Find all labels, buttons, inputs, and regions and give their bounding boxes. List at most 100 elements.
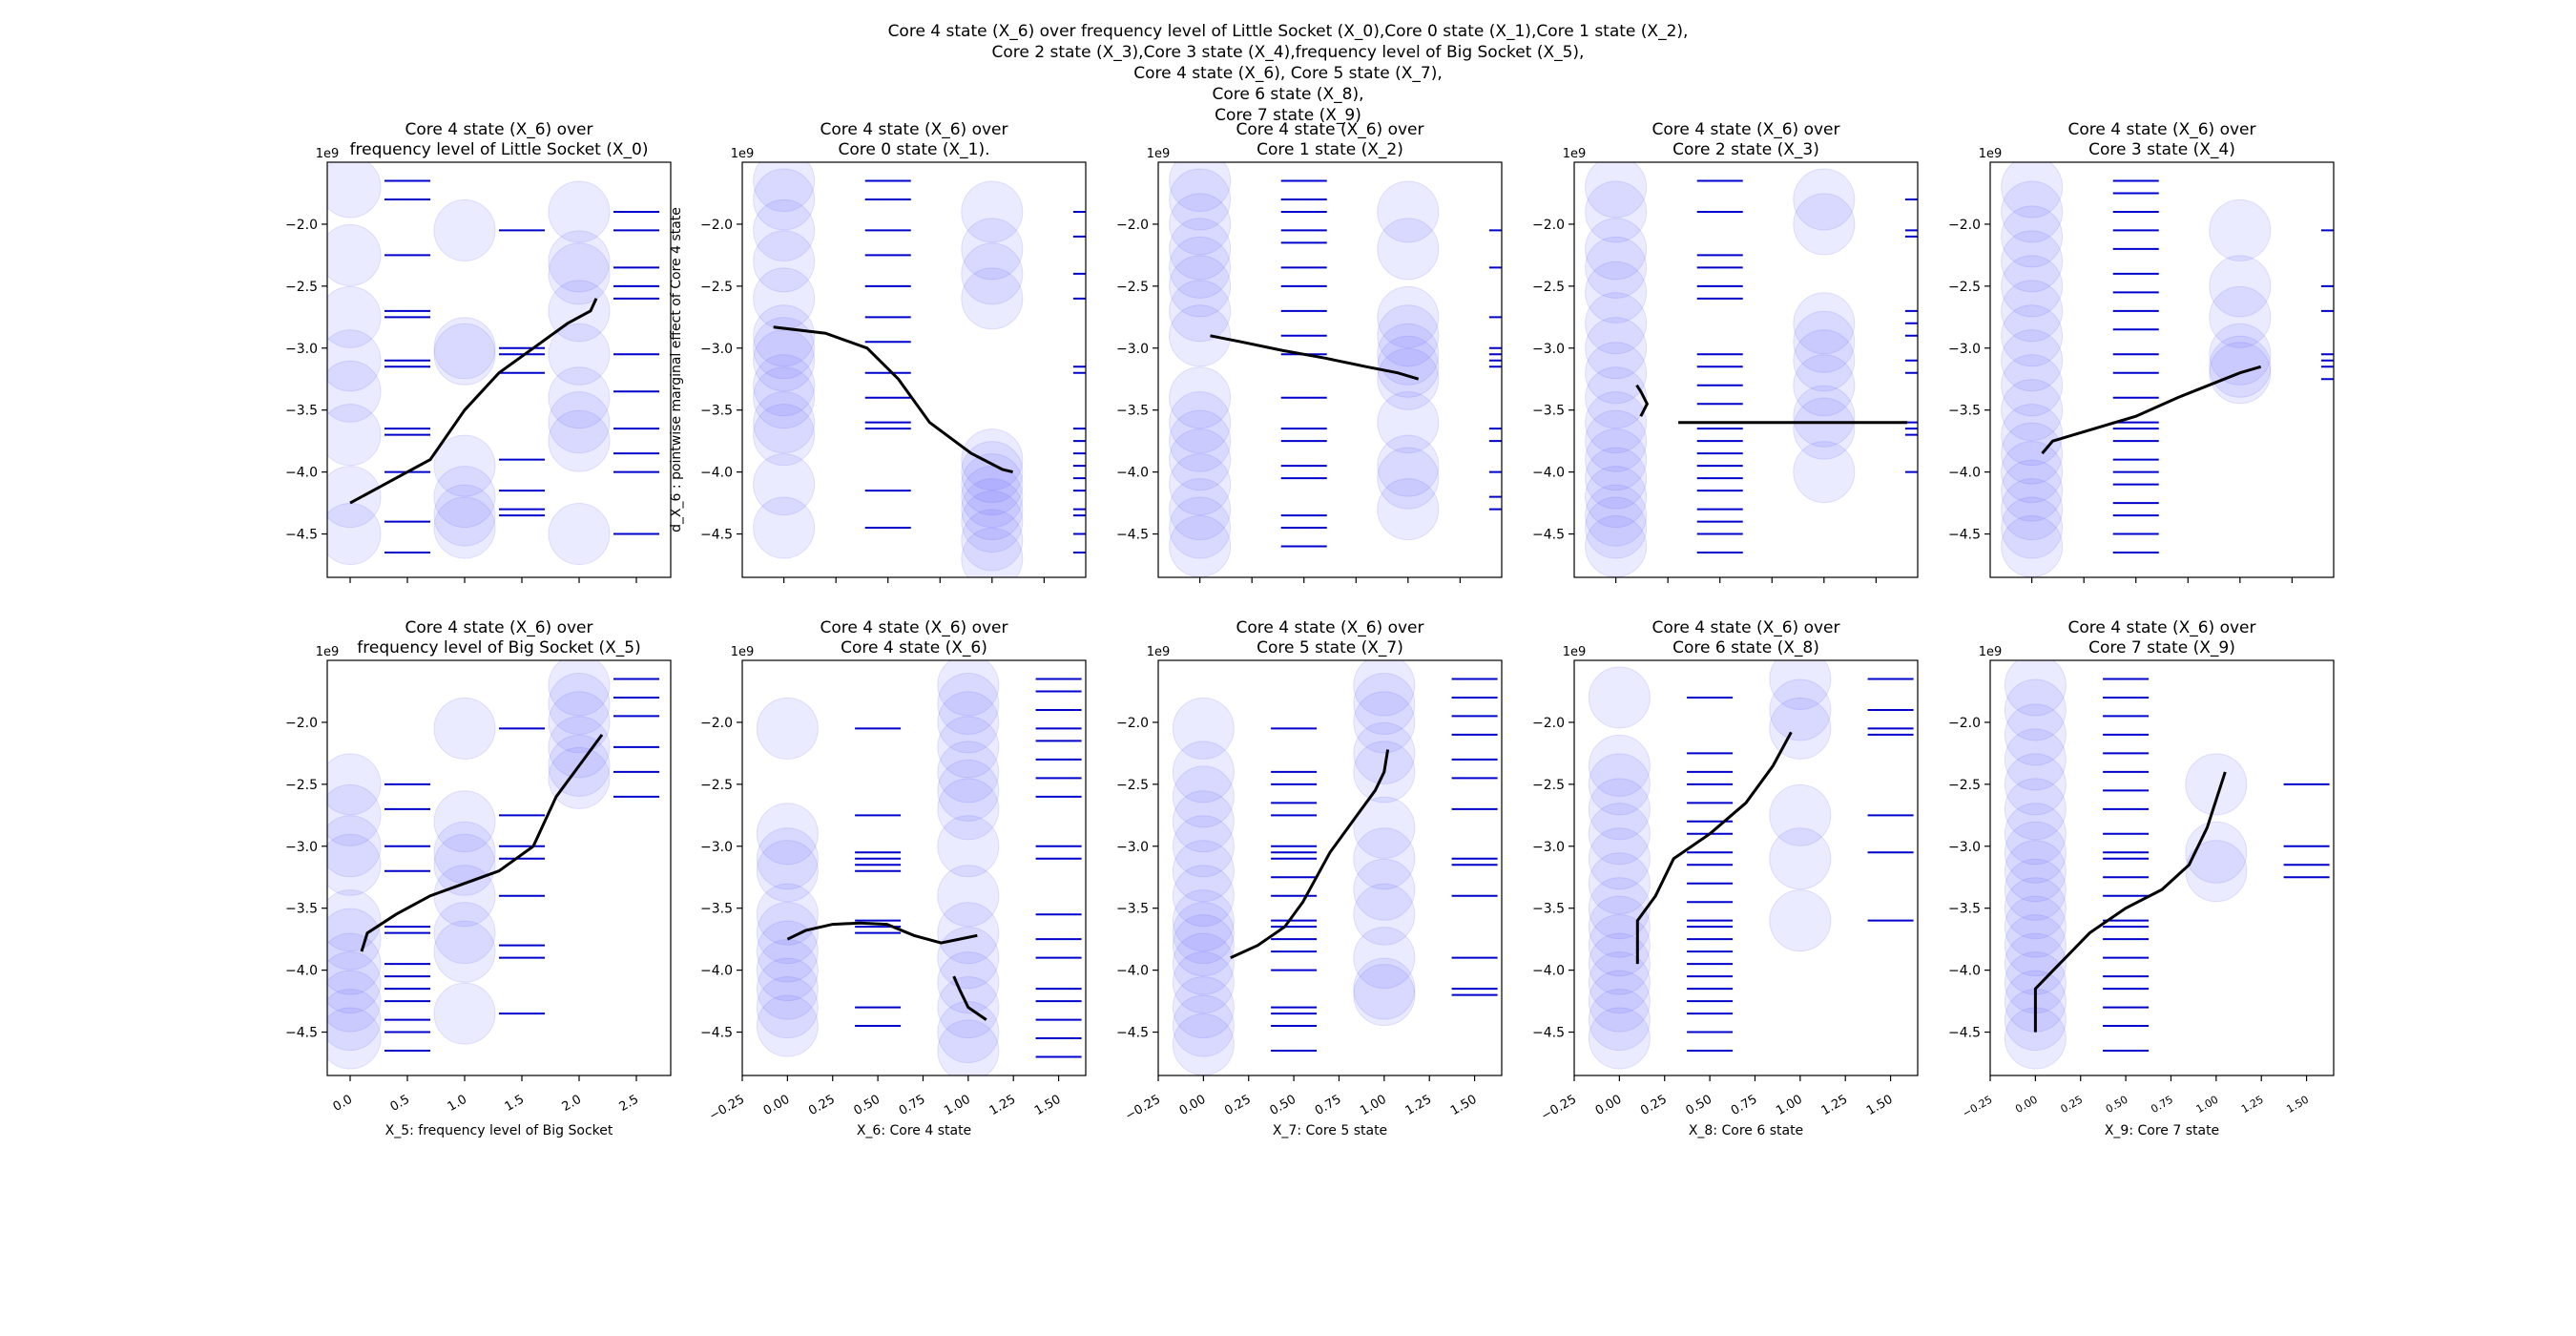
data-bubble — [548, 672, 611, 735]
plot-area — [2004, 660, 2330, 1070]
data-bubble — [961, 267, 1024, 330]
axes-frame — [326, 659, 672, 1076]
data-bubble — [1588, 827, 1651, 890]
axes-frame — [1989, 659, 2335, 1076]
x-tick-label: 1.00 — [1358, 1093, 1389, 1118]
y-tick-label: −2.5 — [700, 280, 733, 295]
y-tick-label: −4.0 — [285, 964, 318, 979]
y-tick-label: −4.0 — [1116, 964, 1149, 979]
axes-frame — [1157, 161, 1503, 578]
x-tick-label: 0.0 — [331, 1093, 355, 1115]
data-bubble — [937, 741, 1000, 804]
x-tick-label: 1.5 — [503, 1093, 527, 1115]
y-tick-label: −4.5 — [285, 1026, 318, 1041]
data-bubble — [961, 509, 1024, 572]
data-bubble — [2004, 703, 2067, 766]
data-bubble — [433, 466, 496, 529]
data-bubble — [753, 496, 816, 559]
data-bubble — [753, 198, 816, 261]
plot-area — [1172, 660, 1498, 1075]
subplot-title: Core 6 state (X_8) — [1672, 638, 1819, 658]
data-bubble — [548, 660, 611, 717]
data-bubble — [937, 691, 1000, 754]
y-tick-label: −3.5 — [700, 404, 733, 419]
x-tick-label: 0.00 — [1177, 1093, 1209, 1118]
data-bubble — [327, 989, 382, 1052]
data-bubble — [327, 503, 382, 566]
y-tick-label: −2.0 — [285, 218, 318, 233]
data-bubble — [1169, 255, 1232, 318]
subplot-title: Core 4 state (X_6) over — [821, 120, 1008, 139]
data-bubble — [327, 932, 382, 995]
subplot-4: −2.0 −2.5 −3.0 −3.5 −4.0 −4.5 1e9 Core 4 state … — [1532, 120, 1919, 583]
data-bubble — [1353, 660, 1416, 717]
data-bubble — [1793, 193, 1856, 256]
y-tick-label: −2.0 — [1116, 716, 1149, 731]
y-tick-label: −4.0 — [1948, 466, 1981, 481]
x-tick-label: 1.50 — [1448, 1093, 1480, 1118]
subplot-title: Core 4 state (X_6) — [841, 638, 987, 658]
data-bubble — [2001, 304, 2064, 367]
data-bubble — [753, 329, 816, 392]
x-tick-label: 0.25 — [1638, 1093, 1670, 1118]
data-bubble — [1353, 672, 1416, 735]
effect-curve — [2033, 771, 2227, 1033]
data-bubble — [1172, 765, 1235, 828]
data-bubble — [1588, 753, 1651, 816]
data-bubble — [1172, 994, 1235, 1057]
x-tick-label: 0.00 — [2013, 1094, 2040, 1117]
y-tick-label: −3.0 — [700, 840, 733, 855]
data-bubble — [1172, 815, 1235, 878]
data-bubble — [1353, 827, 1416, 890]
subplot-title: Core 5 state (X_7) — [1257, 638, 1403, 658]
data-bubble — [1585, 292, 1648, 355]
x-tick-label: 0.00 — [1593, 1093, 1625, 1118]
x-axis-label: X_9: Core 7 state — [2105, 1123, 2219, 1138]
y-tick-label: −3.5 — [1532, 902, 1565, 917]
data-bubble — [2001, 478, 2064, 541]
data-bubble — [327, 360, 382, 423]
data-bubble — [1172, 1013, 1235, 1075]
data-bubble — [756, 957, 819, 1020]
axes-frame — [741, 659, 1087, 1076]
data-bubble — [1353, 721, 1416, 784]
data-bubble — [2004, 660, 2067, 717]
x-tick-label: 1.25 — [1819, 1093, 1851, 1118]
y-tick-label: −2.0 — [1948, 218, 1981, 233]
effect-curve — [1230, 749, 1390, 959]
y-offset-label: 1e9 — [316, 147, 340, 161]
effect-curve — [1635, 384, 1650, 417]
data-bubble — [1793, 441, 1856, 504]
data-bubble — [327, 970, 382, 1033]
x-tick-label: 0.50 — [852, 1093, 883, 1118]
data-bubble — [2209, 285, 2272, 348]
y-tick-label: −3.5 — [1116, 404, 1149, 419]
data-bubble — [1172, 914, 1235, 977]
data-bubble — [1172, 976, 1235, 1039]
data-bubble — [1793, 310, 1856, 373]
y-tick-label: −4.0 — [700, 466, 733, 481]
y-tick-label: −4.5 — [700, 528, 733, 543]
data-bubble — [1169, 409, 1232, 472]
y-tick-label: −3.0 — [285, 840, 318, 855]
y-tick-label: −2.5 — [285, 280, 318, 295]
data-bubble — [1172, 865, 1235, 928]
y-tick-label: −3.0 — [1116, 840, 1149, 855]
y-tick-label: −2.5 — [285, 778, 318, 793]
data-bubble — [756, 920, 819, 983]
data-bubble — [433, 982, 496, 1045]
data-bubble — [961, 528, 1024, 577]
x-tick-label: 1.50 — [2284, 1094, 2311, 1117]
effect-curve — [773, 325, 1013, 474]
data-bubble — [1172, 889, 1235, 952]
data-bubble — [1585, 391, 1648, 454]
data-bubble — [548, 691, 611, 754]
data-bubble — [433, 920, 496, 983]
y-tick-label: −3.0 — [700, 342, 733, 357]
data-bubble — [1793, 354, 1856, 417]
data-bubble — [753, 168, 816, 231]
data-bubble — [1588, 932, 1651, 995]
data-bubble — [1769, 697, 1832, 760]
data-bubble — [937, 716, 1000, 779]
data-bubble — [1169, 496, 1232, 559]
